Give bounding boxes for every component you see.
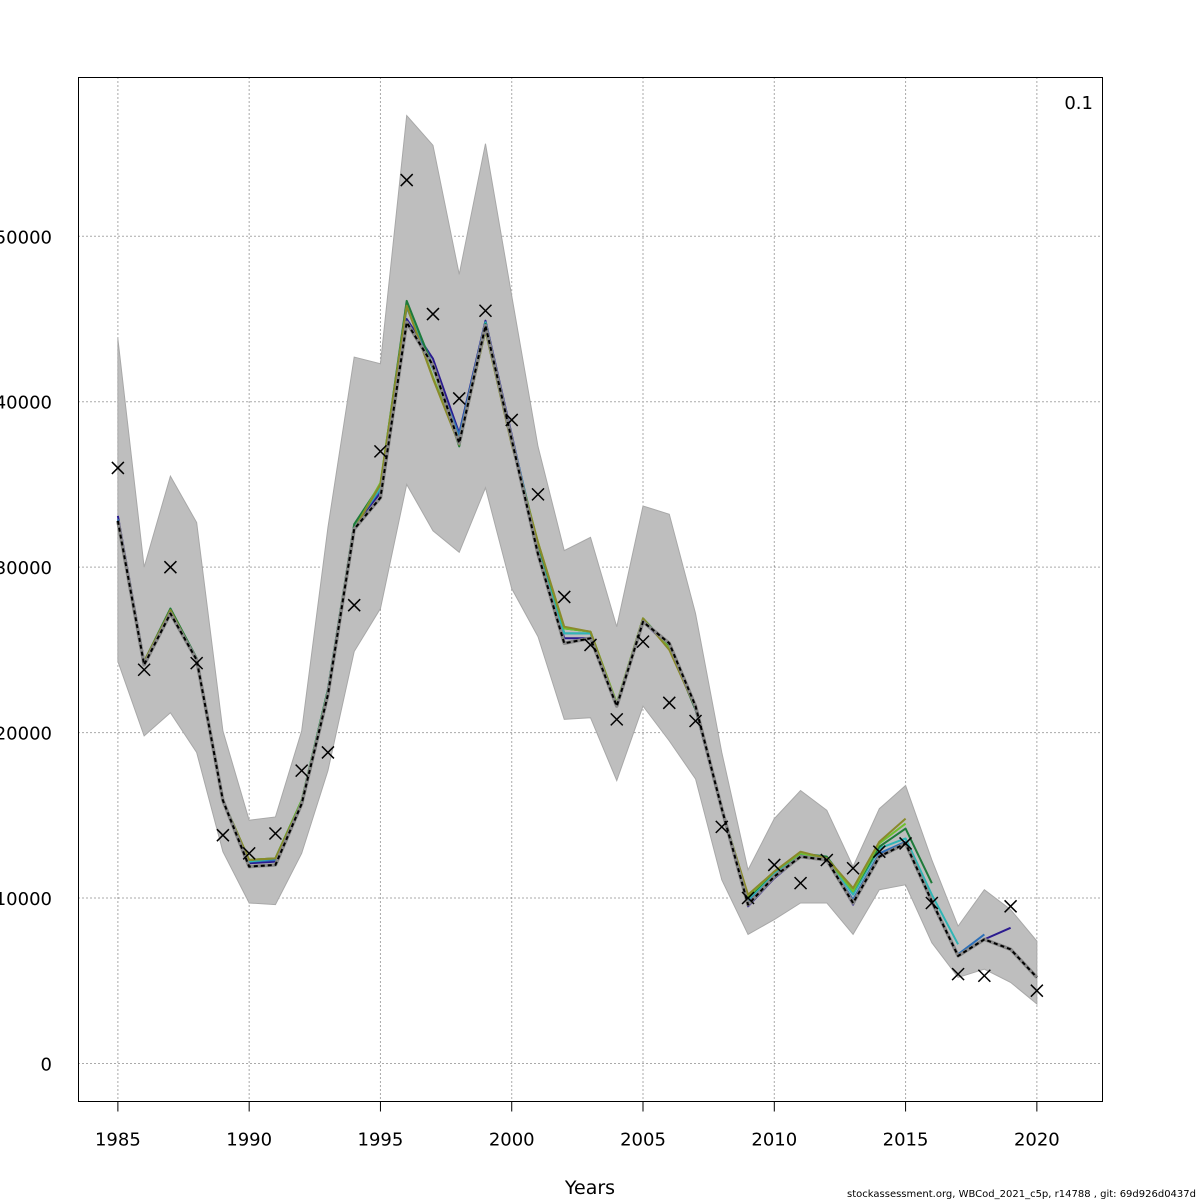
observation-point (216, 828, 230, 842)
observation-point (347, 598, 361, 612)
observation-point (400, 173, 414, 187)
x-tick-label: 1990 (226, 1130, 272, 1151)
observation-point (426, 307, 440, 321)
y-tick-label: 0 (41, 1054, 52, 1075)
y-tick-label: 10000 (0, 889, 52, 910)
observation-point (951, 967, 965, 981)
observation-point (977, 969, 991, 983)
observation-point (820, 853, 834, 867)
x-axis-title: Years (564, 1177, 615, 1199)
observation-point (268, 826, 282, 841)
observation-point (190, 656, 204, 670)
observation-markers (111, 173, 1044, 998)
footer-credit: stockassessment.org, WBCod_2021_c5p, r14… (847, 1189, 1196, 1200)
observation-point (373, 444, 387, 458)
observation-point (583, 638, 598, 652)
y-tick-label: 50000 (0, 227, 52, 248)
observation-point (925, 896, 939, 910)
y-tick-label: 30000 (0, 558, 52, 579)
confidence-band (117, 114, 1038, 1005)
observation-point (242, 846, 256, 860)
observation-point (767, 858, 781, 872)
observation-point (794, 876, 808, 890)
observation-point (137, 663, 151, 677)
x-tick-label: 2010 (751, 1130, 797, 1151)
observation-point (715, 820, 729, 834)
observation-point (163, 560, 177, 574)
x-tick-label: 2005 (620, 1130, 666, 1151)
observation-point (452, 391, 466, 405)
observation-point (1030, 984, 1044, 998)
series-line-estimate (116, 321, 1038, 979)
x-tick-label: 1995 (358, 1130, 404, 1151)
x-tick-label: 2015 (883, 1130, 929, 1151)
x-tick-label: 2020 (1014, 1130, 1060, 1151)
observation-point (557, 590, 571, 604)
observation-point (872, 845, 886, 859)
observation-point (1004, 899, 1018, 913)
observation-point (295, 764, 309, 778)
observation-point (111, 461, 125, 475)
confidence-band-area (117, 114, 1038, 1005)
observation-point (505, 413, 519, 427)
series-lines (116, 299, 1039, 979)
y-tick-label: 20000 (0, 724, 52, 745)
observation-point (899, 836, 913, 850)
observation-point (662, 696, 676, 710)
observation-point (531, 487, 545, 501)
observation-point (636, 635, 650, 649)
x-tick-label: 1985 (95, 1130, 141, 1151)
observation-point (741, 891, 755, 905)
observation-point (321, 745, 335, 759)
observation-point (610, 712, 624, 726)
observation-point (846, 861, 860, 875)
observation-point (478, 304, 493, 318)
x-tick-label: 2000 (489, 1130, 535, 1151)
y-tick-label: 40000 (0, 393, 52, 414)
y-axis: 0 10000 20000 30000 40000 50000 (0, 227, 52, 1075)
observation-point (688, 714, 703, 728)
x-axis: 1985 1990 1995 2000 2005 2010 2015 2020 (95, 1101, 1060, 1151)
corner-label: 0.1 (1064, 93, 1093, 114)
